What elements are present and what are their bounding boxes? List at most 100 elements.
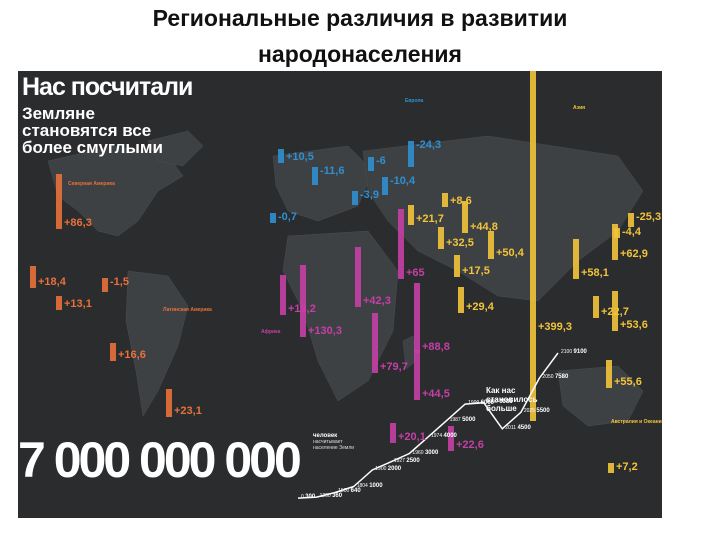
value-label: +16,6 [118,349,146,361]
value-bar [454,255,460,277]
infographic-poster: Нас посчитали Земляне становятся все бол… [18,71,662,518]
value-bar [300,265,306,337]
poster-headline: Нас посчитали [22,73,193,101]
value-label: -4,4 [622,226,641,238]
value-bar [628,213,634,227]
value-bar [414,283,420,353]
value-bar [573,239,579,279]
value-bar [488,231,494,259]
growth-year-label: 1500 640 [338,488,361,495]
value-label: +13,2 [288,303,316,315]
value-label: +44,5 [422,388,450,400]
value-label: -25,3 [636,211,662,223]
growth-year-label: 1999 6000 [468,400,495,407]
value-label: -6 [376,155,386,167]
region-label: Азия [573,105,586,111]
growth-year-label: 2011 4500 [505,424,531,431]
value-label: +22,6 [456,439,484,451]
growth-year-label: 1804 1000 [356,482,383,489]
region-label: Европа [405,98,424,104]
value-bar [408,205,414,225]
land-south-america [125,270,189,417]
value-bar [398,209,404,279]
value-label: +21,7 [416,213,444,225]
growth-year-label: 2100 9100 [561,349,587,355]
land-north-america [47,145,184,237]
value-label: -1,5 [110,276,129,288]
value-label: -3,9 [360,189,379,201]
region-label: Латинская Америка [163,307,212,313]
value-bar [614,228,620,238]
value-label: +88,8 [422,341,450,353]
value-bar [355,247,361,307]
population-caption-text: насчитывает население Земли [313,439,355,451]
growth-year-label: 1960 3000 [412,449,439,456]
value-bar [593,296,599,318]
value-bar [608,463,614,473]
value-label: +58,1 [581,267,609,279]
land-greenland [147,130,204,167]
region-label: Австралия и Океания [611,419,662,425]
growth-year-label: 1974 4000 [431,433,457,440]
poster-subheadline: Земляне становятся все более смуглыми [22,104,163,157]
value-label: +44,8 [470,221,498,233]
slide-title: Региональные различия в развитии народон… [0,0,720,72]
value-bar [530,71,536,421]
value-label: +32,5 [446,237,474,249]
value-label: +86,3 [64,217,92,229]
value-label: +17,5 [462,265,490,277]
population-caption: человек насчитывает население Земли [313,433,368,451]
value-bar [166,389,172,417]
population-number: 7 000 000 000 [18,432,302,488]
value-label: +23,1 [174,405,202,417]
value-bar [352,191,358,205]
value-bar [102,278,108,292]
value-bar [278,149,284,163]
region-label: Северная Америка [68,181,115,187]
value-bar [312,167,318,185]
value-bar [612,224,618,260]
value-label: -11,6 [320,165,345,177]
infographic-graphics [30,71,644,499]
population-caption-title: человек [313,433,338,439]
land-australia [557,365,644,427]
value-label: +62,9 [620,248,648,260]
value-bar [382,177,388,195]
bar-marks [30,71,634,473]
region-label: Африка [261,329,281,335]
growth-year-label: 1200 360 [319,493,343,500]
growth-year-label: 0 300 [301,494,316,501]
value-label: +22,7 [601,306,629,318]
value-label: +65 [406,267,425,279]
value-label: +50,4 [496,247,524,259]
value-label: +7,2 [616,461,638,473]
growth-year-label: 1927 2500 [393,457,420,464]
land-europe [272,145,374,222]
land-africa [282,230,399,402]
value-label: +55,6 [614,376,642,388]
value-bar [408,141,414,167]
value-label: +79,7 [380,361,408,373]
value-label: +29,4 [466,301,494,313]
growth-curve [297,352,559,499]
value-bar [372,313,378,373]
growth-chart [297,352,559,499]
value-bar [30,266,36,288]
growth-year-label: 1987 5000 [449,416,476,423]
value-label: +130,3 [308,325,342,337]
growth-year-label: 2025 5500 [523,408,550,415]
growth-year-label: 2050 7580 [542,374,569,381]
value-bar [606,360,612,388]
value-label: +10,5 [286,151,314,163]
value-bar [612,291,618,331]
value-label: -24,3 [416,139,442,151]
value-bar [270,213,276,223]
value-bar [458,287,464,313]
value-bar [368,157,374,171]
value-label: +53,6 [620,319,648,331]
value-bar [442,193,448,207]
value-label: +8,6 [450,195,472,207]
value-bar [280,275,286,315]
value-bar [110,343,116,361]
slide-title-line1: Региональные различия в развитии [152,5,568,31]
